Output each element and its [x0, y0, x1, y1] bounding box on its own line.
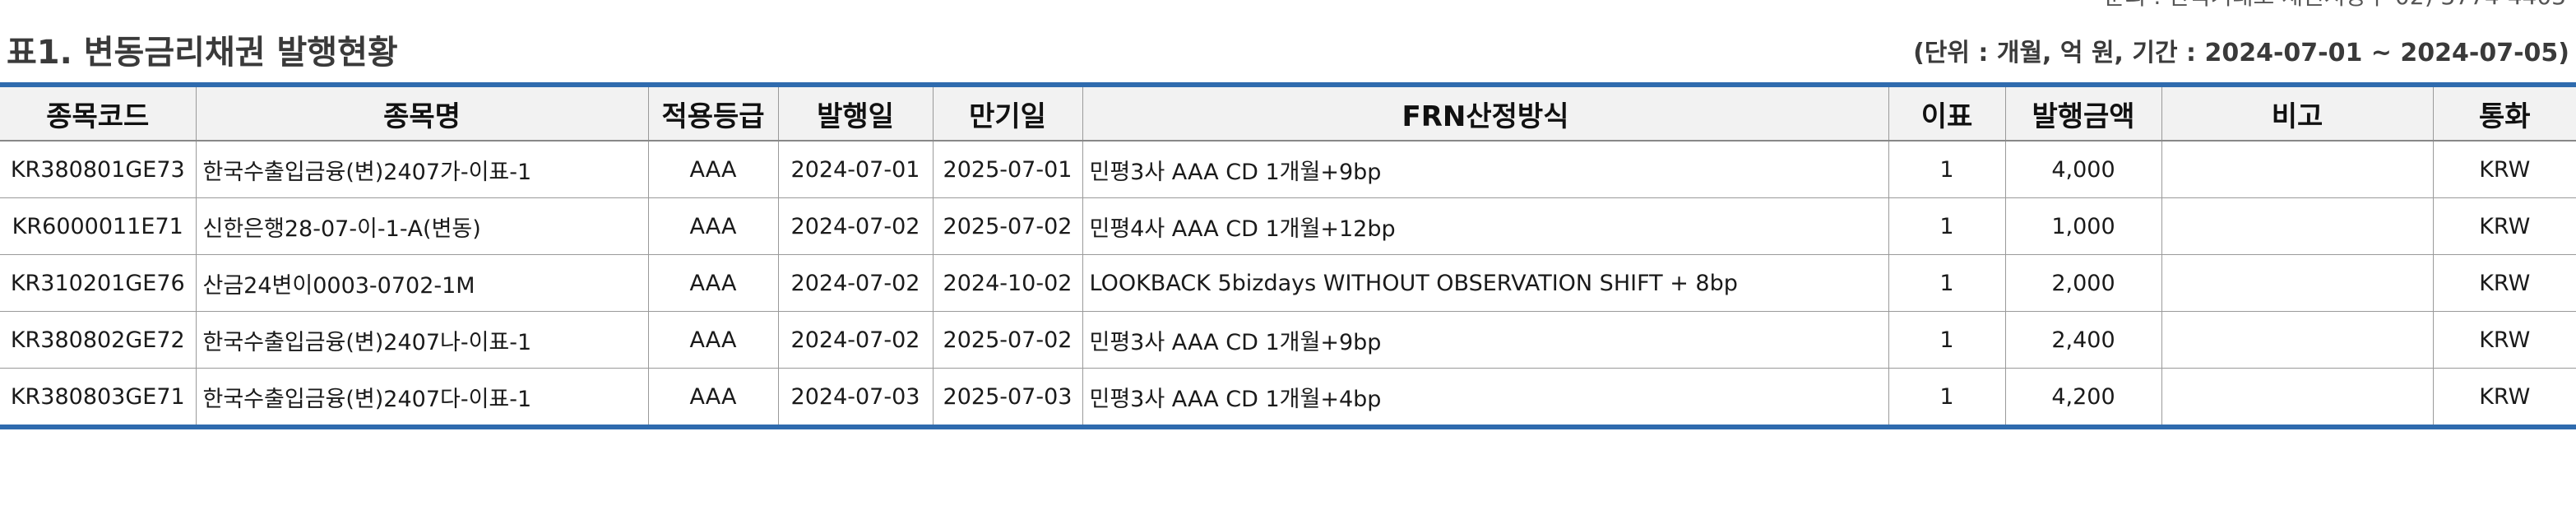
- cell-currency: KRW: [2432, 311, 2576, 369]
- unit-period-note: (단위 : 개월, 억 원, 기간 : 2024-07-01 ~ 2024-07…: [1913, 39, 2569, 67]
- contact-note: 문의 : 한국거래소 채권시장부 02) 3774-4403: [2104, 0, 2566, 7]
- cell-currency: KRW: [2432, 254, 2576, 312]
- table-header-row: 종목코드 종목명 적용등급 발행일 만기일 FRN산정방식 이표 발행금액 비고…: [0, 85, 2576, 142]
- cell-currency: KRW: [2432, 197, 2576, 255]
- cell-frn-method: 민평3사 AAA CD 1개월+9bp: [1082, 141, 1889, 198]
- column-header-currency: 통화: [2432, 85, 2576, 142]
- cell-issue-date: 2024-07-02: [777, 254, 934, 312]
- table-row: KR310201GE76 산금24변이0003-0702-1M AAA 2024…: [0, 254, 2576, 312]
- cell-grade: AAA: [647, 141, 779, 198]
- cell-issue-date: 2024-07-03: [777, 368, 934, 427]
- cell-remarks: [2161, 141, 2434, 198]
- column-header-remarks: 비고: [2161, 85, 2434, 142]
- cell-issue-date: 2024-07-02: [777, 197, 934, 255]
- cell-maturity-date: 2024-10-02: [932, 254, 1083, 312]
- cell-coupon: 1: [1888, 311, 2006, 369]
- cell-remarks: [2161, 254, 2434, 312]
- cell-frn-method: 민평3사 AAA CD 1개월+9bp: [1082, 311, 1889, 369]
- column-header-maturity-date: 만기일: [932, 85, 1083, 142]
- cell-code: KR6000011E71: [0, 197, 197, 255]
- cell-remarks: [2161, 197, 2434, 255]
- cell-amount: 2,400: [2004, 311, 2162, 369]
- cell-maturity-date: 2025-07-03: [932, 368, 1083, 427]
- cell-grade: AAA: [647, 368, 779, 427]
- cell-name: 한국수출입금융(변)2407나-이표-1: [195, 311, 649, 369]
- cell-grade: AAA: [647, 254, 779, 312]
- table-title: 표1. 변동금리채권 발행현황: [7, 34, 398, 72]
- cell-issue-date: 2024-07-02: [777, 311, 934, 369]
- cell-frn-method: LOOKBACK 5bizdays WITHOUT OBSERVATION SH…: [1082, 254, 1889, 312]
- column-header-frn-method: FRN산정방식: [1082, 85, 1889, 142]
- cell-maturity-date: 2025-07-02: [932, 197, 1083, 255]
- cell-remarks: [2161, 368, 2434, 427]
- cell-amount: 4,000: [2004, 141, 2162, 198]
- cell-remarks: [2161, 311, 2434, 369]
- frn-issuance-table: 종목코드 종목명 적용등급 발행일 만기일 FRN산정방식 이표 발행금액 비고…: [0, 82, 2576, 429]
- cell-name: 한국수출입금융(변)2407다-이표-1: [195, 368, 649, 427]
- top-clipped-line: 문의 : 한국거래소 채권시장부 02) 3774-4403: [0, 0, 2576, 7]
- column-header-grade: 적용등급: [647, 85, 779, 142]
- cell-name: 한국수출입금융(변)2407가-이표-1: [195, 141, 649, 198]
- cell-code: KR380801GE73: [0, 141, 197, 198]
- cell-name: 산금24변이0003-0702-1M: [195, 254, 649, 312]
- table-row: KR380803GE71 한국수출입금융(변)2407다-이표-1 AAA 20…: [0, 368, 2576, 427]
- cell-grade: AAA: [647, 311, 779, 369]
- column-header-name: 종목명: [195, 85, 649, 142]
- cell-coupon: 1: [1888, 368, 2006, 427]
- column-header-code: 종목코드: [0, 85, 197, 142]
- table-header: 표1. 변동금리채권 발행현황 (단위 : 개월, 억 원, 기간 : 2024…: [7, 33, 2569, 72]
- cell-name: 신한은행28-07-이-1-A(변동): [195, 197, 649, 255]
- cell-grade: AAA: [647, 197, 779, 255]
- cell-coupon: 1: [1888, 141, 2006, 198]
- cell-maturity-date: 2025-07-01: [932, 141, 1083, 198]
- cell-currency: KRW: [2432, 368, 2576, 427]
- cell-amount: 4,200: [2004, 368, 2162, 427]
- cell-maturity-date: 2025-07-02: [932, 311, 1083, 369]
- cell-amount: 2,000: [2004, 254, 2162, 312]
- cell-coupon: 1: [1888, 254, 2006, 312]
- cell-frn-method: 민평3사 AAA CD 1개월+4bp: [1082, 368, 1889, 427]
- cell-code: KR380802GE72: [0, 311, 197, 369]
- column-header-issue-date: 발행일: [777, 85, 934, 142]
- cell-frn-method: 민평4사 AAA CD 1개월+12bp: [1082, 197, 1889, 255]
- column-header-coupon: 이표: [1888, 85, 2006, 142]
- cell-coupon: 1: [1888, 197, 2006, 255]
- cell-code: KR380803GE71: [0, 368, 197, 427]
- table-row: KR380802GE72 한국수출입금융(변)2407나-이표-1 AAA 20…: [0, 311, 2576, 369]
- cell-currency: KRW: [2432, 141, 2576, 198]
- table-row: KR6000011E71 신한은행28-07-이-1-A(변동) AAA 202…: [0, 197, 2576, 255]
- cell-code: KR310201GE76: [0, 254, 197, 312]
- column-header-amount: 발행금액: [2004, 85, 2162, 142]
- cell-amount: 1,000: [2004, 197, 2162, 255]
- cell-issue-date: 2024-07-01: [777, 141, 934, 198]
- table-row: KR380801GE73 한국수출입금융(변)2407가-이표-1 AAA 20…: [0, 141, 2576, 198]
